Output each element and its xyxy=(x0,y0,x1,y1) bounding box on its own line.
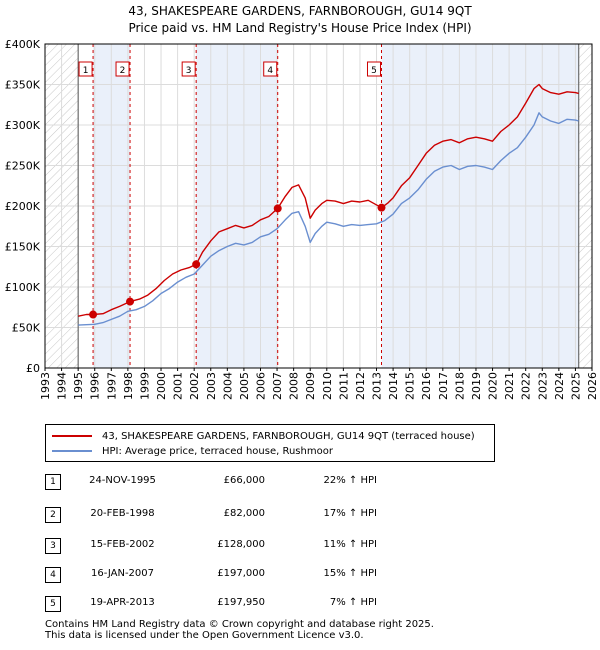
sale-marker-label: 1 xyxy=(83,66,89,76)
table-row: 3 15-FEB-2002 £128,000 11% ↑ HPI xyxy=(45,538,405,554)
legend-swatch-property xyxy=(52,435,92,437)
y-tick-label: £200K xyxy=(5,200,41,213)
chart-subtitle: Price paid vs. HM Land Registry's House … xyxy=(128,21,472,35)
sale-point xyxy=(377,203,386,212)
footer: Contains HM Land Registry data © Crown c… xyxy=(45,619,434,641)
x-tick-label: 2025 xyxy=(569,372,582,400)
y-tick-label: £300K xyxy=(5,119,41,132)
table-row: 5 19-APR-2013 £197,950 7% ↑ HPI xyxy=(45,596,405,612)
table-row: 1 24-NOV-1995 £66,000 22% ↑ HPI xyxy=(45,474,405,490)
sale-marker-label: 3 xyxy=(186,66,192,76)
sale-number: 4 xyxy=(45,567,61,583)
sale-date: 15-FEB-2002 xyxy=(90,539,155,550)
sale-marker-label: 5 xyxy=(371,66,377,76)
sale-point xyxy=(89,310,98,319)
sale-date: 19-APR-2013 xyxy=(90,597,155,608)
sale-hpi-change: 7% ↑ HPI xyxy=(329,597,377,608)
x-tick-label: 2004 xyxy=(221,372,234,400)
sale-date: 20-FEB-1998 xyxy=(90,508,155,519)
x-tick-label: 2008 xyxy=(288,372,301,400)
sale-price: £66,000 xyxy=(223,475,265,486)
sale-number: 2 xyxy=(45,507,61,523)
sale-marker-box xyxy=(78,61,93,77)
sale-marker-label: 4 xyxy=(267,66,273,76)
sale-number: 3 xyxy=(45,538,61,554)
y-tick-label: £0 xyxy=(26,362,40,375)
x-tick-label: 2012 xyxy=(354,372,367,400)
table-row: 2 20-FEB-1998 £82,000 17% ↑ HPI xyxy=(45,507,405,523)
sale-price: £82,000 xyxy=(223,508,265,519)
x-tick-label: 1995 xyxy=(72,372,85,400)
sale-price: £197,000 xyxy=(217,568,265,579)
sale-marker-label: 2 xyxy=(120,66,126,76)
x-tick-label: 2005 xyxy=(238,372,251,400)
x-tick-label: 2006 xyxy=(254,372,267,400)
sale-point xyxy=(273,204,282,213)
x-tick-label: 2023 xyxy=(536,372,549,400)
table-row: 4 16-JAN-2007 £197,000 15% ↑ HPI xyxy=(45,567,405,583)
plot-border xyxy=(44,43,593,369)
sale-marker-box xyxy=(366,61,381,77)
y-tick-label: £50K xyxy=(12,322,41,335)
sale-date: 16-JAN-2007 xyxy=(90,568,155,579)
footer-license: This data is licensed under the Open Gov… xyxy=(45,630,364,641)
y-tick-label: £400K xyxy=(5,38,41,51)
y-tick-label: £250K xyxy=(5,160,41,173)
property-price-line xyxy=(78,83,579,317)
x-tick-label: 1998 xyxy=(122,372,135,400)
x-tick-label: 2013 xyxy=(371,372,384,400)
x-tick-label: 1994 xyxy=(56,372,69,400)
x-tick-label: 2024 xyxy=(553,372,566,400)
x-tick-label: 2021 xyxy=(503,372,516,400)
sale-marker-box xyxy=(115,61,130,77)
x-tick-label: 1996 xyxy=(89,372,102,400)
x-tick-label: 2001 xyxy=(172,372,185,400)
sale-point xyxy=(192,260,201,269)
sale-hpi-change: 15% ↑ HPI xyxy=(323,568,377,579)
sale-number: 1 xyxy=(45,474,61,490)
x-tick-label: 2018 xyxy=(453,372,466,400)
x-tick-label: 2014 xyxy=(387,372,400,400)
x-tick-label: 2026 xyxy=(586,372,599,400)
sale-price: £197,950 xyxy=(217,597,265,608)
x-tick-label: 2015 xyxy=(404,372,417,400)
legend-label-property: 43, SHAKESPEARE GARDENS, FARNBOROUGH, GU… xyxy=(102,430,475,442)
x-tick-label: 2011 xyxy=(337,372,350,400)
sale-marker-box xyxy=(181,61,196,77)
x-tick-label: 2010 xyxy=(321,372,334,400)
x-tick-label: 2020 xyxy=(487,372,500,400)
legend-label-hpi: HPI: Average price, terraced house, Rush… xyxy=(102,445,333,457)
legend-item-hpi: HPI: Average price, terraced house, Rush… xyxy=(52,444,333,458)
hpi-line xyxy=(78,112,579,326)
x-tick-label: 2022 xyxy=(520,372,533,400)
x-tick-label: 2002 xyxy=(188,372,201,400)
y-tick-label: £150K xyxy=(5,241,41,254)
chart-title: 43, SHAKESPEARE GARDENS, FARNBOROUGH, GU… xyxy=(128,4,472,18)
sale-hpi-change: 11% ↑ HPI xyxy=(323,539,377,550)
legend-swatch-hpi xyxy=(52,450,92,452)
sale-marker-box xyxy=(263,61,278,77)
x-tick-label: 1999 xyxy=(138,372,151,400)
sale-date: 24-NOV-1995 xyxy=(89,475,156,486)
y-tick-label: £100K xyxy=(5,281,41,294)
legend-item-property: 43, SHAKESPEARE GARDENS, FARNBOROUGH, GU… xyxy=(52,429,475,443)
sale-point xyxy=(126,297,135,306)
sale-price: £128,000 xyxy=(217,539,265,550)
x-tick-label: 2003 xyxy=(205,372,218,400)
footer-copyright: Contains HM Land Registry data © Crown c… xyxy=(45,619,434,630)
sale-hpi-change: 22% ↑ HPI xyxy=(323,475,377,486)
x-tick-label: 1997 xyxy=(105,372,118,400)
x-tick-label: 2009 xyxy=(304,372,317,400)
x-tick-label: 1993 xyxy=(39,372,52,400)
x-tick-label: 2007 xyxy=(271,372,284,400)
price-chart: 1 2 3 4 5 £0 £50K £100K £150K £200K £250K £300K £350… xyxy=(5,38,599,400)
x-tick-label: 2016 xyxy=(420,372,433,400)
x-tick-label: 2000 xyxy=(155,372,168,400)
x-tick-label: 2019 xyxy=(470,372,483,400)
sale-number: 5 xyxy=(45,596,61,612)
x-tick-label: 2017 xyxy=(437,372,450,400)
sale-hpi-change: 17% ↑ HPI xyxy=(323,508,377,519)
legend: 43, SHAKESPEARE GARDENS, FARNBOROUGH, GU… xyxy=(45,424,495,462)
y-tick-label: £350K xyxy=(5,79,41,92)
